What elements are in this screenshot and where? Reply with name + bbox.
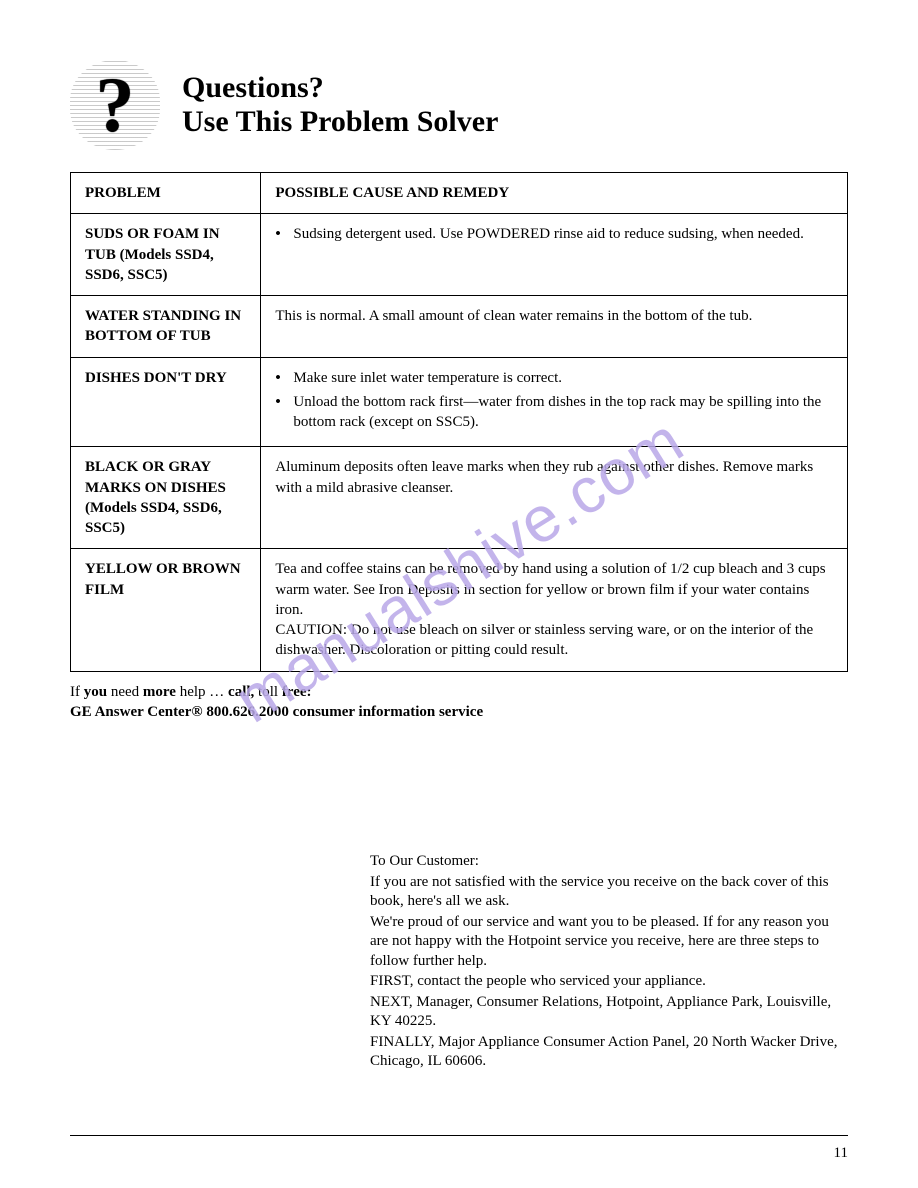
cause-cell: Aluminum deposits often leave marks when…	[261, 447, 848, 549]
question-mark-icon: ?	[70, 60, 160, 150]
cause-text: This is normal. A small amount of clean …	[275, 306, 835, 326]
complaint-title: To Our Customer:	[370, 852, 840, 872]
header-title-line2: Use This Problem Solver	[182, 105, 498, 139]
table-row: BLACK OR GRAY MARKS ON DISHES (Models SS…	[71, 447, 848, 549]
cause-text: Tea and coffee stains can be removed by …	[275, 559, 835, 620]
cause-text: CAUTION: Do not use bleach on silver or …	[275, 620, 835, 661]
table-row: WATER STANDING IN BOTTOM OF TUB This is n…	[71, 296, 848, 358]
cause-list-item: Sudsing detergent used. Use POWDERED rin…	[275, 224, 835, 244]
help-line-1: If you need more help … call, toll free:	[70, 682, 848, 702]
page: manualshive.com ? Questions? Use This Pr…	[0, 0, 918, 1188]
table-row: YELLOW OR BROWN FILMTea and coffee stain…	[71, 549, 848, 671]
problem-cell: SUDS OR FOAM IN TUB (Models SSD4, SSD6, …	[71, 214, 261, 296]
table-header-cause: POSSIBLE CAUSE AND REMEDY	[261, 173, 848, 214]
complaint-block: To Our Customer: If you are not satisfie…	[370, 852, 840, 1072]
cause-text: Aluminum deposits often leave marks when…	[275, 457, 835, 498]
cause-list-item: Unload the bottom rack first—water from …	[275, 392, 835, 433]
problem-cell: YELLOW OR BROWN FILM	[71, 549, 261, 671]
table-header-row: PROBLEM POSSIBLE CAUSE AND REMEDY	[71, 173, 848, 214]
help-footer: If you need more help … call, toll free:…	[70, 682, 848, 723]
header-titles: Questions? Use This Problem Solver	[182, 71, 498, 139]
table-row: SUDS OR FOAM IN TUB (Models SSD4, SSD6, …	[71, 214, 848, 296]
complaint-line: NEXT, Manager, Consumer Relations, Hotpo…	[370, 993, 840, 1032]
page-number: 11	[834, 1145, 848, 1162]
cause-list: Make sure inlet water temperature is cor…	[275, 368, 835, 433]
problem-cell: BLACK OR GRAY MARKS ON DISHES (Models SS…	[71, 447, 261, 549]
footer-rule	[70, 1135, 848, 1136]
table-row: DISHES DON'T DRY Make sure inlet water te…	[71, 357, 848, 447]
help-line-2: GE Answer Center® 800.626.2000 consumer …	[70, 702, 848, 722]
complaint-line: FIRST, contact the people who serviced y…	[370, 972, 840, 992]
cause-list: Sudsing detergent used. Use POWDERED rin…	[275, 224, 835, 244]
complaint-line: FINALLY, Major Appliance Consumer Action…	[370, 1033, 840, 1072]
problem-cell: DISHES DON'T DRY	[71, 357, 261, 447]
cause-cell: This is normal. A small amount of clean …	[261, 296, 848, 358]
problem-solver-table: PROBLEM POSSIBLE CAUSE AND REMEDY SUDS O…	[70, 172, 848, 672]
cause-cell: Sudsing detergent used. Use POWDERED rin…	[261, 214, 848, 296]
complaint-line: We're proud of our service and want you …	[370, 913, 840, 972]
cause-cell: Tea and coffee stains can be removed by …	[261, 549, 848, 671]
table-header-problem: PROBLEM	[71, 173, 261, 214]
problem-cell: WATER STANDING IN BOTTOM OF TUB	[71, 296, 261, 358]
page-header: ? Questions? Use This Problem Solver	[70, 60, 848, 150]
complaint-line: If you are not satisfied with the servic…	[370, 873, 840, 912]
cause-list-item: Make sure inlet water temperature is cor…	[275, 368, 835, 388]
cause-cell: Make sure inlet water temperature is cor…	[261, 357, 848, 447]
header-title-line1: Questions?	[182, 71, 498, 105]
